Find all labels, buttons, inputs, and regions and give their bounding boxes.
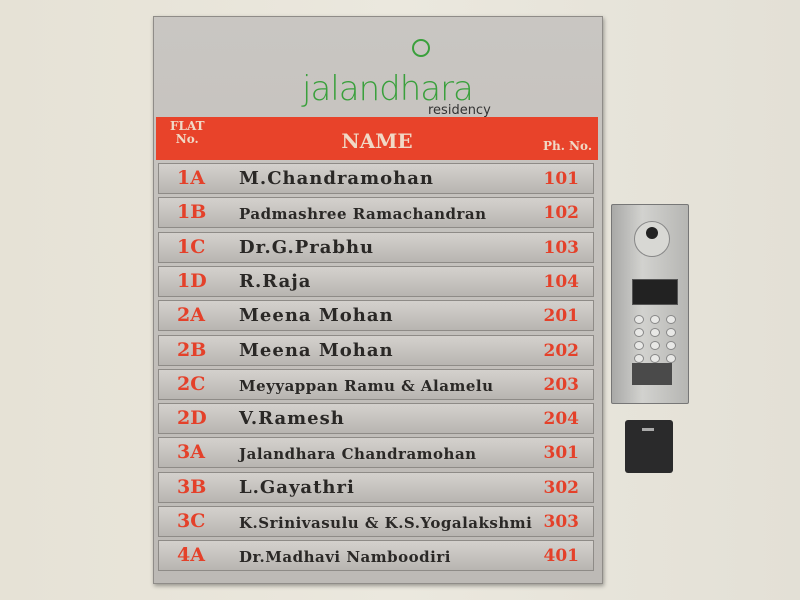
directory-row: 1A M.Chandramohan 101 — [158, 163, 594, 194]
directory-row: 1C Dr.G.Prabhu 103 — [158, 231, 594, 263]
phone-extension: 201 — [543, 306, 580, 327]
directory-row: 4A Dr.Madhavi Namboodiri 401 — [158, 540, 594, 572]
phone-extension: 101 — [543, 169, 580, 189]
directory-row: 2A Meena Mohan 201 — [158, 300, 594, 332]
swirl-icon — [412, 39, 430, 57]
keypad-key — [634, 354, 644, 363]
card-reader-icon — [625, 420, 673, 473]
flat-number: 3B — [177, 475, 207, 498]
header-flat-line1: FLAT — [170, 119, 205, 133]
resident-name: V.Ramesh — [239, 408, 345, 430]
resident-name: M.Chandramohan — [239, 168, 434, 189]
keypad-key — [634, 341, 644, 350]
keypad-key — [666, 354, 676, 363]
resident-name: L.Gayathri — [239, 476, 355, 498]
phone-extension: 401 — [543, 546, 580, 567]
keypad-key — [666, 341, 676, 350]
directory-row: 2B Meena Mohan 202 — [158, 334, 594, 366]
header-flat-no: FLAT No. — [170, 120, 205, 146]
header-name: NAME — [341, 129, 413, 153]
flat-number: 4A — [177, 544, 205, 567]
logo-main-text: jalandhara — [302, 69, 474, 109]
directory-row: 2D V.Ramesh 204 — [158, 403, 594, 435]
phone-extension: 303 — [543, 512, 580, 532]
phone-extension: 102 — [543, 203, 580, 224]
keypad-key — [650, 328, 660, 337]
phone-extension: 301 — [543, 443, 580, 464]
keypad-key — [666, 315, 676, 324]
directory-row: 3A Jalandhara Chandramohan 301 — [158, 437, 594, 469]
phone-extension: 302 — [543, 477, 580, 498]
logo-sub-text: residency — [428, 103, 491, 118]
header-flat-line2: No. — [175, 132, 199, 146]
resident-name: Meena Mohan — [239, 305, 394, 327]
keypad-key — [634, 315, 644, 324]
resident-name: Jalandhara Chandramohan — [239, 445, 477, 464]
resident-name: Meyyappan Ramu & Alamelu — [239, 376, 494, 395]
flat-number: 2B — [177, 338, 207, 361]
keypad — [634, 315, 676, 363]
header-phone: Ph. No. — [542, 139, 592, 153]
directory-row: 2C Meyyappan Ramu & Alamelu 203 — [158, 368, 594, 400]
camera-icon — [634, 221, 670, 257]
flat-number: 2C — [177, 372, 206, 395]
directory-row: 1B Padmashree Ramachandran 102 — [158, 197, 594, 229]
resident-name: R.Raja — [239, 270, 312, 292]
keypad-key — [650, 354, 660, 363]
directory-row: 3B L.Gayathri 302 — [158, 471, 594, 503]
card-reader-pad — [632, 363, 672, 385]
flat-number: 2D — [177, 407, 207, 430]
flat-number: 1D — [177, 269, 207, 292]
phone-extension: 203 — [543, 374, 580, 395]
flat-number: 1B — [177, 201, 207, 224]
display-screen — [632, 279, 678, 305]
keypad-key — [650, 315, 660, 324]
directory-row: 1D R.Raja 104 — [158, 265, 594, 297]
resident-name: Dr.Madhavi Namboodiri — [239, 548, 451, 567]
phone-extension: 202 — [543, 340, 580, 361]
directory-header: FLAT No. NAME Ph. No. — [156, 117, 598, 160]
video-door-phone-icon — [611, 204, 689, 404]
keypad-key — [666, 328, 676, 337]
phone-extension: 103 — [543, 237, 580, 258]
keypad-key — [650, 341, 660, 350]
directory-row: 3C K.Srinivasulu & K.S.Yogalakshmi 303 — [158, 506, 594, 537]
flat-number: 3C — [177, 510, 206, 532]
resident-name: K.Srinivasulu & K.S.Yogalakshmi — [239, 514, 533, 532]
flat-number: 1C — [177, 235, 206, 258]
logo: jalandhara residency — [154, 17, 602, 118]
phone-extension: 104 — [543, 271, 580, 292]
resident-directory-board: jalandhara residency FLAT No. NAME Ph. N… — [153, 16, 603, 584]
flat-number: 3A — [177, 441, 205, 464]
resident-name: Dr.G.Prabhu — [239, 236, 375, 258]
resident-name: Padmashree Ramachandran — [239, 205, 487, 224]
resident-name: Meena Mohan — [239, 339, 394, 361]
flat-number: 2A — [177, 304, 205, 327]
flat-number: 1A — [177, 167, 205, 189]
phone-extension: 204 — [543, 409, 580, 430]
keypad-key — [634, 328, 644, 337]
